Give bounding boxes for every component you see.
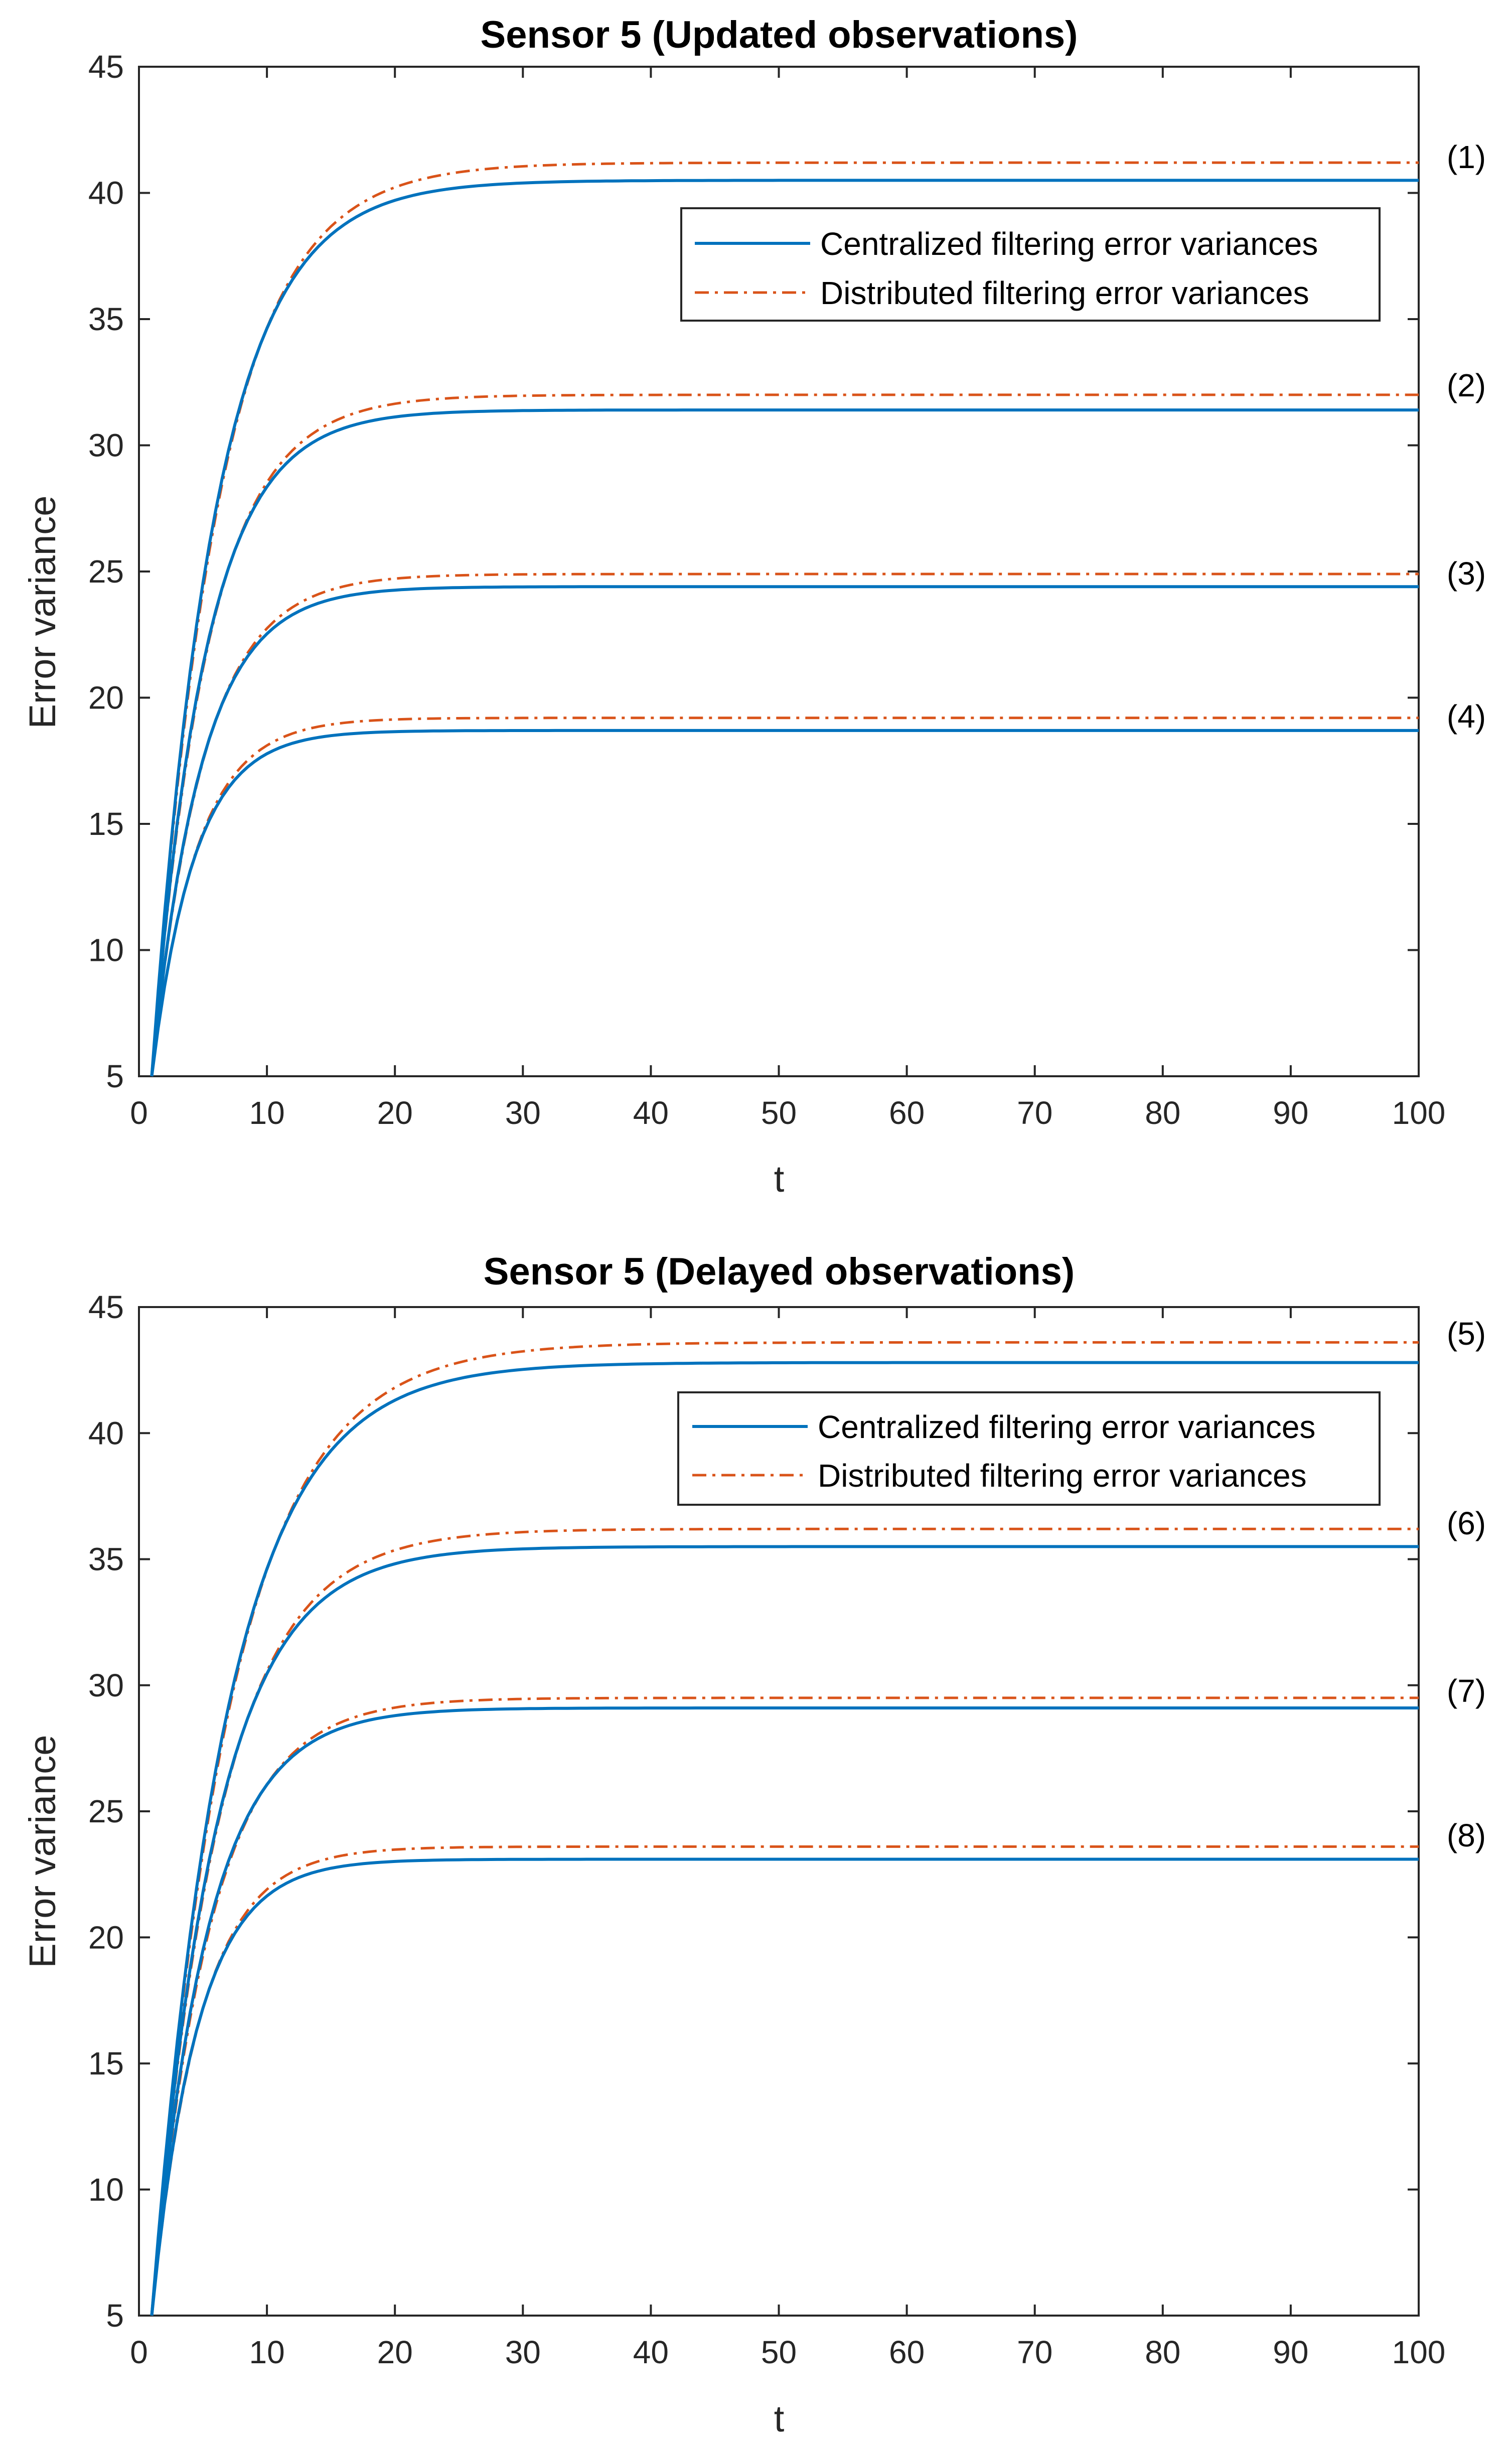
- series-line-centralized: [150, 1361, 1419, 2316]
- x-tick-label: 0: [130, 2334, 148, 2370]
- x-tick-label: 10: [249, 2334, 285, 2370]
- chart-title: Sensor 5 (Updated observations): [481, 14, 1078, 56]
- series-line-centralized: [150, 408, 1419, 1077]
- legend: Centralized filtering error variances Di…: [680, 207, 1381, 322]
- series-line-distributed: [150, 1527, 1419, 2316]
- x-tick-label: 30: [505, 2334, 541, 2370]
- series-line-distributed: [150, 1845, 1419, 2316]
- x-tick-label: 40: [633, 1095, 669, 1131]
- x-tick-label: 30: [505, 1095, 541, 1131]
- y-tick-label: 10: [88, 932, 124, 968]
- x-axis-label: t: [774, 2398, 785, 2438]
- series-line-centralized: [150, 1857, 1419, 2316]
- x-axis-label: t: [774, 1158, 785, 1200]
- series-line-centralized: [150, 1545, 1419, 2316]
- y-tick-label: 30: [88, 427, 124, 464]
- y-tick-label: 25: [88, 553, 124, 590]
- y-tick-label: 35: [88, 301, 124, 337]
- x-tick-label: 70: [1017, 2334, 1052, 2370]
- y-axis-label: Error variance: [22, 1735, 63, 1968]
- curve-label: (6): [1447, 1505, 1486, 1541]
- curve-label: (2): [1447, 367, 1486, 403]
- chart-updated-observations: Sensor 5 (Updated observations) t Error …: [22, 14, 1486, 1200]
- y-axis-label: Error variance: [22, 496, 63, 729]
- curve-label: (1): [1447, 139, 1486, 175]
- plot-area: 0 10 20 30 40 50 60 70 80 90 100 5 10 15 20 25 30 35 40 45 (…: [88, 49, 1486, 1131]
- y-tick-label: 15: [88, 806, 124, 842]
- x-tick-label: 80: [1145, 2334, 1180, 2370]
- series-line-distributed: [150, 161, 1419, 1077]
- series-line-centralized: [150, 729, 1419, 1077]
- y-tick-label: 5: [106, 1058, 124, 1094]
- x-tick-label: 20: [377, 2334, 413, 2370]
- legend-label-centralized: Centralized filtering error variances: [820, 226, 1318, 262]
- x-tick-label: 60: [889, 1095, 925, 1131]
- y-tick-label: 15: [88, 2046, 124, 2082]
- x-tick-label: 80: [1145, 1095, 1180, 1131]
- x-tick-label: 100: [1392, 1095, 1446, 1131]
- x-tick-label: 70: [1017, 1095, 1052, 1131]
- series-line-distributed: [150, 572, 1419, 1077]
- legend-box: [680, 207, 1381, 322]
- y-tick-label: 35: [88, 1541, 124, 1577]
- chart-title: Sensor 5 (Delayed observations): [484, 1250, 1075, 1293]
- curve-label: (5): [1447, 1316, 1486, 1352]
- curve-label: (3): [1447, 555, 1486, 592]
- y-tick-label: 45: [88, 1289, 124, 1325]
- y-tick-label: 40: [88, 175, 124, 211]
- y-tick-label: 30: [88, 1667, 124, 1703]
- legend-box: [677, 1391, 1381, 1506]
- curve-label: (4): [1447, 698, 1486, 735]
- x-tick-label: 90: [1273, 2334, 1308, 2370]
- legend-label-distributed: Distributed filtering error variances: [820, 275, 1309, 311]
- series-line-distributed: [150, 1341, 1419, 2316]
- x-tick-label: 50: [761, 2334, 797, 2370]
- series-line-centralized: [150, 1706, 1419, 2316]
- y-tick-label: 20: [88, 680, 124, 716]
- y-tick-label: 5: [106, 2298, 124, 2334]
- x-tick-label: 10: [249, 1095, 285, 1131]
- legend-label-centralized: Centralized filtering error variances: [818, 1409, 1315, 1445]
- x-tick-label: 100: [1392, 2334, 1446, 2370]
- x-tick-label: 90: [1273, 1095, 1308, 1131]
- legend-label-distributed: Distributed filtering error variances: [818, 1458, 1307, 1494]
- plot-area: 0 10 20 30 40 50 60 70 80 90 100 5 10 15 20 25 30 35 40 45 (…: [88, 1289, 1486, 2370]
- curve-label: (7): [1447, 1673, 1486, 1709]
- y-tick-label: 10: [88, 2172, 124, 2208]
- chart-delayed-observations: Sensor 5 (Delayed observations) t Error …: [22, 1250, 1486, 2438]
- series-line-distributed: [150, 716, 1419, 1077]
- x-tick-label: 20: [377, 1095, 413, 1131]
- y-tick-label: 45: [88, 49, 124, 85]
- series-line-centralized: [150, 585, 1419, 1077]
- x-tick-label: 60: [889, 2334, 925, 2370]
- x-tick-label: 0: [130, 1095, 148, 1131]
- series-line-distributed: [150, 1696, 1419, 2316]
- y-tick-label: 20: [88, 1919, 124, 1955]
- series-line-distributed: [150, 393, 1419, 1077]
- y-tick-label: 25: [88, 1793, 124, 1829]
- y-tick-label: 40: [88, 1415, 124, 1451]
- x-tick-label: 40: [633, 2334, 669, 2370]
- curve-label: (8): [1447, 1817, 1486, 1853]
- series-line-centralized: [150, 179, 1419, 1077]
- x-tick-label: 50: [761, 1095, 797, 1131]
- legend: Centralized filtering error variances Di…: [677, 1391, 1381, 1506]
